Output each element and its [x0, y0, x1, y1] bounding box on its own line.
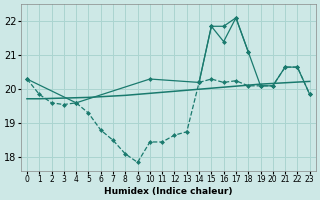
X-axis label: Humidex (Indice chaleur): Humidex (Indice chaleur): [104, 187, 233, 196]
